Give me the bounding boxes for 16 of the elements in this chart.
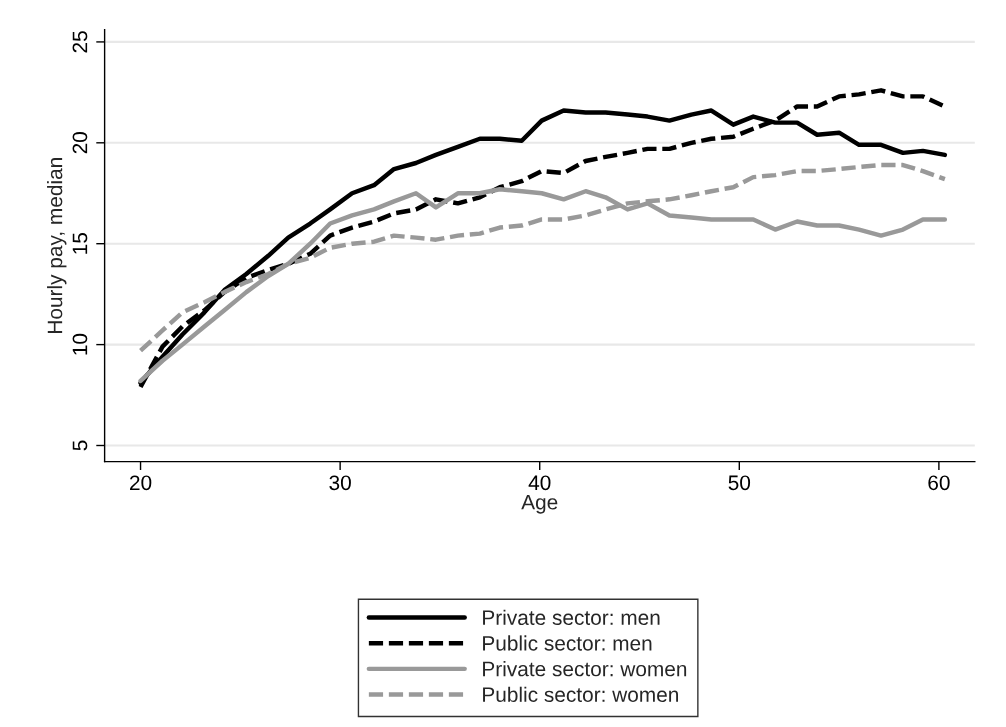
y-tick-label: 10 <box>72 333 88 355</box>
x-axis-title: Age <box>521 495 558 514</box>
y-tick-label: 25 <box>72 31 88 53</box>
legend-label: Private sector: men <box>483 609 660 626</box>
y-axis-title: Hourly pay, median <box>47 158 67 333</box>
x-tick-label: 30 <box>329 475 351 491</box>
y-tick-label: 20 <box>72 132 88 154</box>
x-tick-label: 20 <box>130 475 152 491</box>
x-tick-label: 50 <box>728 475 751 491</box>
y-tick-label: 15 <box>72 232 88 254</box>
legend-label: Private sector: women <box>483 661 687 677</box>
legend-label: Public sector: men <box>483 635 652 651</box>
x-tick-label: 40 <box>528 475 551 491</box>
legend-label: Public sector: women <box>483 686 678 703</box>
y-tick-label: 5 <box>72 440 88 451</box>
x-tick-label: 60 <box>928 475 950 491</box>
